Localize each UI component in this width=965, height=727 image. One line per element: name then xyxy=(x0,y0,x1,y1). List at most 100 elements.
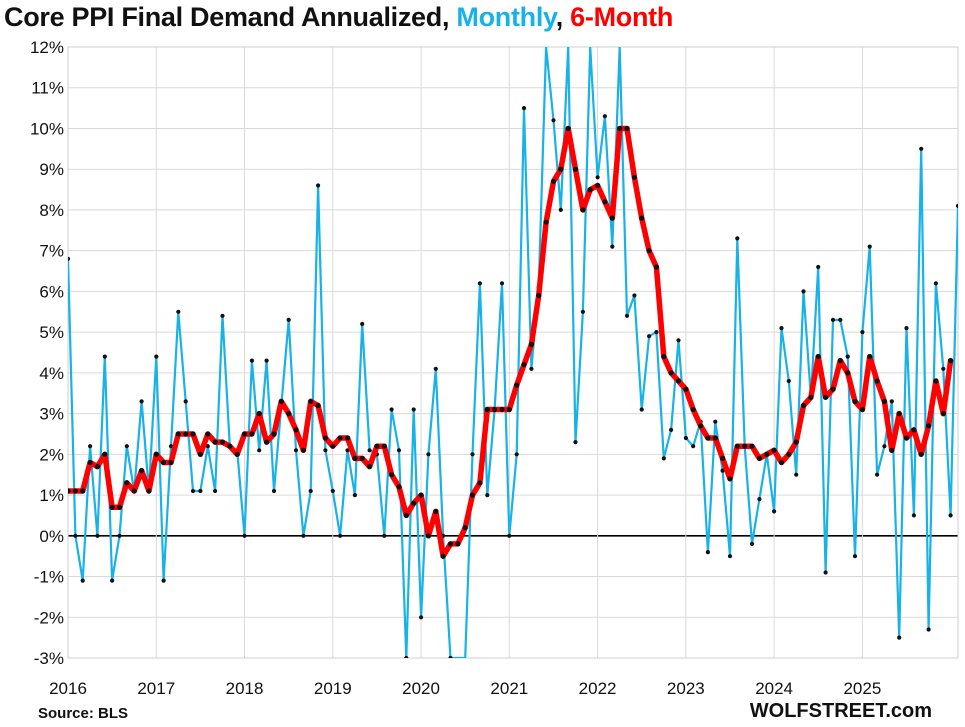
series-6-month-point xyxy=(293,427,299,433)
series-monthly-point xyxy=(639,407,644,412)
series-6-month-point xyxy=(300,447,306,453)
series-monthly-point xyxy=(867,244,872,249)
series-monthly-point xyxy=(632,293,637,298)
series-6-month-point xyxy=(249,431,255,437)
series-monthly-point xyxy=(396,448,402,453)
series-6-month-point xyxy=(462,525,468,531)
series-6-month-point xyxy=(322,435,328,441)
series-6-month-point xyxy=(734,443,740,449)
series-monthly-point xyxy=(308,488,313,494)
series-6-month-point xyxy=(742,443,748,449)
x-tick-label: 2018 xyxy=(226,679,264,698)
series-6-month-point xyxy=(330,443,336,449)
series-6-month-point xyxy=(425,533,431,539)
series-monthly-point xyxy=(88,444,93,449)
series-monthly-point xyxy=(205,444,210,449)
series-monthly-point xyxy=(220,313,225,318)
series-monthly-point xyxy=(595,175,600,180)
series-6-month-point xyxy=(278,398,284,404)
series-monthly-point xyxy=(286,317,291,322)
series-6-month-point xyxy=(903,435,910,441)
series-6-month-point xyxy=(624,125,630,132)
series-6-month-point xyxy=(918,451,924,457)
series-6-month-point xyxy=(948,358,954,364)
series-6-month-point xyxy=(800,402,807,409)
series-6-month-point xyxy=(337,435,343,441)
series-6-month-point xyxy=(830,386,836,392)
series-monthly-point xyxy=(271,488,277,494)
series-monthly-point xyxy=(477,281,482,286)
series-6-month-point xyxy=(403,512,409,519)
series-6-month-point xyxy=(668,370,674,376)
series-6-month-point xyxy=(455,541,461,547)
series-6-month-point xyxy=(837,358,843,364)
series-6-month-point xyxy=(712,435,718,441)
series-6-month-point xyxy=(102,451,108,457)
series-monthly-point xyxy=(816,264,821,270)
series-6-month-point xyxy=(690,406,696,413)
series-6-month-point xyxy=(661,354,667,360)
series-monthly-point xyxy=(345,448,350,453)
series-monthly-point xyxy=(389,407,394,412)
series-monthly-point xyxy=(889,399,894,404)
series-6-month-point xyxy=(418,492,424,498)
series-monthly-point xyxy=(404,655,409,658)
series-6-month-point xyxy=(749,443,755,449)
series-6-month-point xyxy=(698,423,704,429)
series-monthly-point xyxy=(242,533,247,538)
series-6-month-point xyxy=(786,451,792,457)
series-6-month-point xyxy=(286,411,292,417)
x-tick-label: 2017 xyxy=(137,679,175,698)
x-tick-label: 2025 xyxy=(843,679,881,698)
series-group xyxy=(68,47,958,658)
series-6-month-point xyxy=(241,431,248,437)
series-monthly-point xyxy=(757,497,762,502)
y-tick-label: -1% xyxy=(34,568,64,587)
series-6-month-point xyxy=(889,447,895,453)
series-monthly-point xyxy=(257,448,262,453)
series-monthly-point xyxy=(507,533,512,538)
y-tick-label: 2% xyxy=(39,445,64,464)
series-6-month-point xyxy=(874,378,880,384)
y-tick-label: 10% xyxy=(30,119,64,138)
series-6-month-point xyxy=(727,476,733,482)
series-monthly-point xyxy=(602,114,608,119)
x-tick-label: 2016 xyxy=(49,679,87,698)
series-6-month-point xyxy=(705,435,711,441)
series-monthly-point xyxy=(168,444,174,449)
series-monthly-point xyxy=(102,354,107,359)
series-6-month-point xyxy=(550,178,557,184)
series-6-month-point xyxy=(617,125,623,132)
series-6-month-point xyxy=(227,443,233,449)
series-monthly-point xyxy=(330,488,335,494)
series-monthly-point xyxy=(249,358,254,363)
series-monthly-point xyxy=(720,468,725,473)
series-6-month-point xyxy=(190,431,196,437)
series-monthly-point xyxy=(73,533,78,538)
x-tick-label: 2020 xyxy=(402,679,440,698)
series-6-month-point xyxy=(587,187,593,193)
series-monthly-point xyxy=(794,472,799,477)
series-monthly-point xyxy=(948,513,953,518)
series-6-month-point xyxy=(168,459,174,466)
series-6-month-point xyxy=(477,480,483,486)
series-6-month-point xyxy=(528,341,535,347)
series-monthly-point xyxy=(161,578,166,583)
series-6-month-point xyxy=(926,423,932,429)
series-monthly-point xyxy=(573,440,578,445)
series-monthly-point xyxy=(139,399,144,404)
source-label: Source: BLS xyxy=(38,705,129,722)
series-monthly-point xyxy=(683,435,689,441)
series-monthly-point xyxy=(647,334,652,339)
series-6-month-point xyxy=(124,480,130,486)
series-monthly-point xyxy=(772,509,777,514)
series-6-month-point xyxy=(271,431,277,437)
series-6-month-point xyxy=(359,455,365,461)
series-6-month-point xyxy=(771,447,777,453)
x-tick-label: 2024 xyxy=(755,679,793,698)
series-monthly-point xyxy=(176,309,181,314)
series-6-month-point xyxy=(536,292,542,299)
series-6-month-point xyxy=(609,215,615,221)
series-monthly-point xyxy=(529,366,534,371)
series-6-month-point xyxy=(639,215,645,221)
